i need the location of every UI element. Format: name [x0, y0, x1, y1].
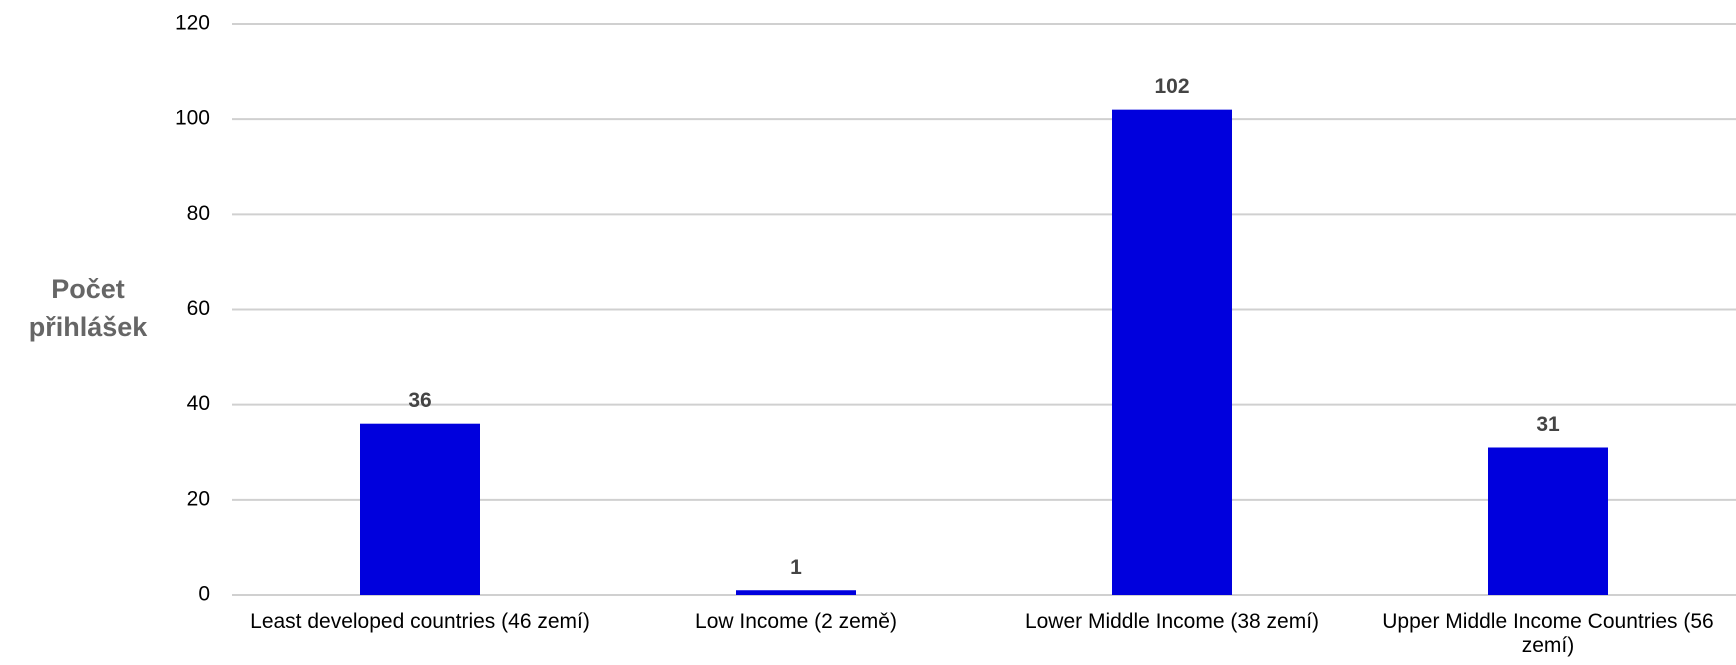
y-axis-title: Počet přihlášek — [28, 274, 148, 342]
x-tick-label: Low Income (2 země) — [695, 610, 897, 633]
value-label: 102 — [1154, 75, 1189, 98]
y-tick-label: 120 — [175, 12, 210, 35]
value-label: 36 — [408, 389, 431, 412]
x-tick-label: Upper Middle Income Countries (56 zemí) — [1382, 610, 1714, 657]
y-tick-label: 40 — [187, 392, 210, 415]
y-tick-label: 20 — [187, 487, 210, 510]
x-tick-label: Least developed countries (46 zemí) — [250, 610, 590, 633]
bar — [1488, 447, 1608, 595]
bar — [1112, 109, 1232, 596]
y-tick-label: 80 — [187, 202, 210, 225]
y-tick-label: 100 — [175, 107, 210, 130]
value-label: 1 — [790, 556, 802, 579]
x-tick-label: Lower Middle Income (38 zemí) — [1024, 610, 1320, 633]
bar — [736, 590, 856, 595]
value-label: 31 — [1536, 413, 1560, 436]
bar — [360, 423, 480, 595]
y-tick-label: 60 — [187, 297, 210, 320]
y-tick-label: 0 — [198, 583, 210, 606]
